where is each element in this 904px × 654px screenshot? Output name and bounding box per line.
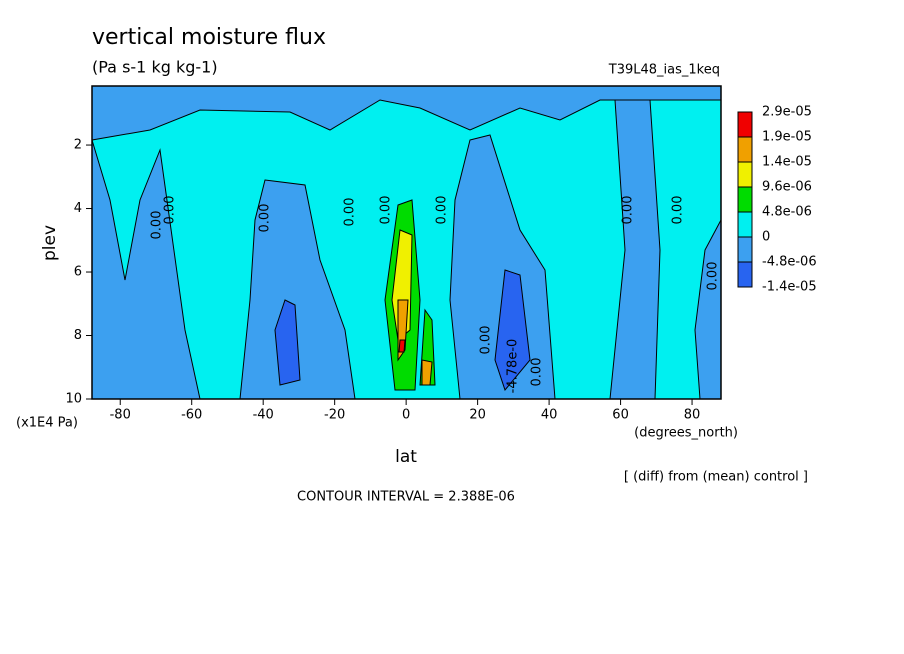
x-axis-title: lat [395,447,417,467]
x-tick-label: -40 [253,408,274,423]
x-tick-label: 80 [684,408,701,423]
x-tick-label: -20 [324,408,345,423]
y-axis-title: plev [40,225,60,261]
contour-label: 0.00 [258,204,273,233]
y-unit: (x1E4 Pa) [16,416,78,431]
contour-label: 0.00 [621,196,636,225]
colorbar-box [737,136,753,163]
contour-region [494,269,531,392]
x-tick-label: 40 [541,408,558,423]
experiment-label: T39L48_ias_1keq [608,63,720,78]
contour-label: 0.00 [150,211,165,240]
contour-region [91,85,722,141]
y-tick-label: 10 [65,392,82,407]
colorbar-box [737,186,753,213]
contour-label: 0.00 [343,198,358,227]
colorbar-box [737,111,753,138]
contour-region [398,339,406,353]
colorbar-label: 1.4e-05 [762,155,812,170]
contour-label: 0.00 [163,196,178,225]
contour-label: 0.00 [530,358,545,387]
colorbar-label: 9.6e-06 [762,180,812,195]
colorbar-label: -4.8e-06 [762,255,817,270]
colorbar-label: 0 [762,230,770,245]
contour-regions [91,85,722,400]
colorbar-box [737,236,753,263]
x-tick-label: -60 [181,408,202,423]
contour-label: 0.00 [706,262,721,291]
note: [ (diff) from (mean) control ] [624,470,808,485]
x-tick-label: 0 [402,408,410,423]
colorbar-label: 4.8e-06 [762,205,812,220]
y-tick-label: 4 [74,201,82,216]
y-tick-label: 2 [74,138,82,153]
colorbar-box [737,211,753,238]
contour-label: 0.00 [435,196,450,225]
colorbar-box [737,261,753,288]
x-tick-label: -80 [110,408,131,423]
x-tick-label: 20 [469,408,486,423]
contour-region [421,359,433,386]
colorbar-box [737,161,753,188]
colorbar-label: -1.4e-05 [762,280,817,295]
y-tick-label: 6 [74,265,82,280]
contour-label: 0.00 [671,196,686,225]
contour-region [274,299,301,386]
colorbar-label: 2.9e-05 [762,105,812,120]
colorbar-label: 1.9e-05 [762,130,812,145]
contour-label: 0.00 [379,196,394,225]
contour-label: 0.00 [479,326,494,355]
x-tick-label: 60 [612,408,629,423]
y-tick-label: 8 [74,328,82,343]
contour-interval: CONTOUR INTERVAL = 2.388E-06 [297,490,515,505]
chart-title: vertical moisture flux [92,25,326,50]
chart-subtitle: (Pa s-1 kg kg-1) [92,58,218,77]
contour-label: -4.78e-0 [506,339,521,394]
x-unit: (degrees_north) [634,426,738,441]
